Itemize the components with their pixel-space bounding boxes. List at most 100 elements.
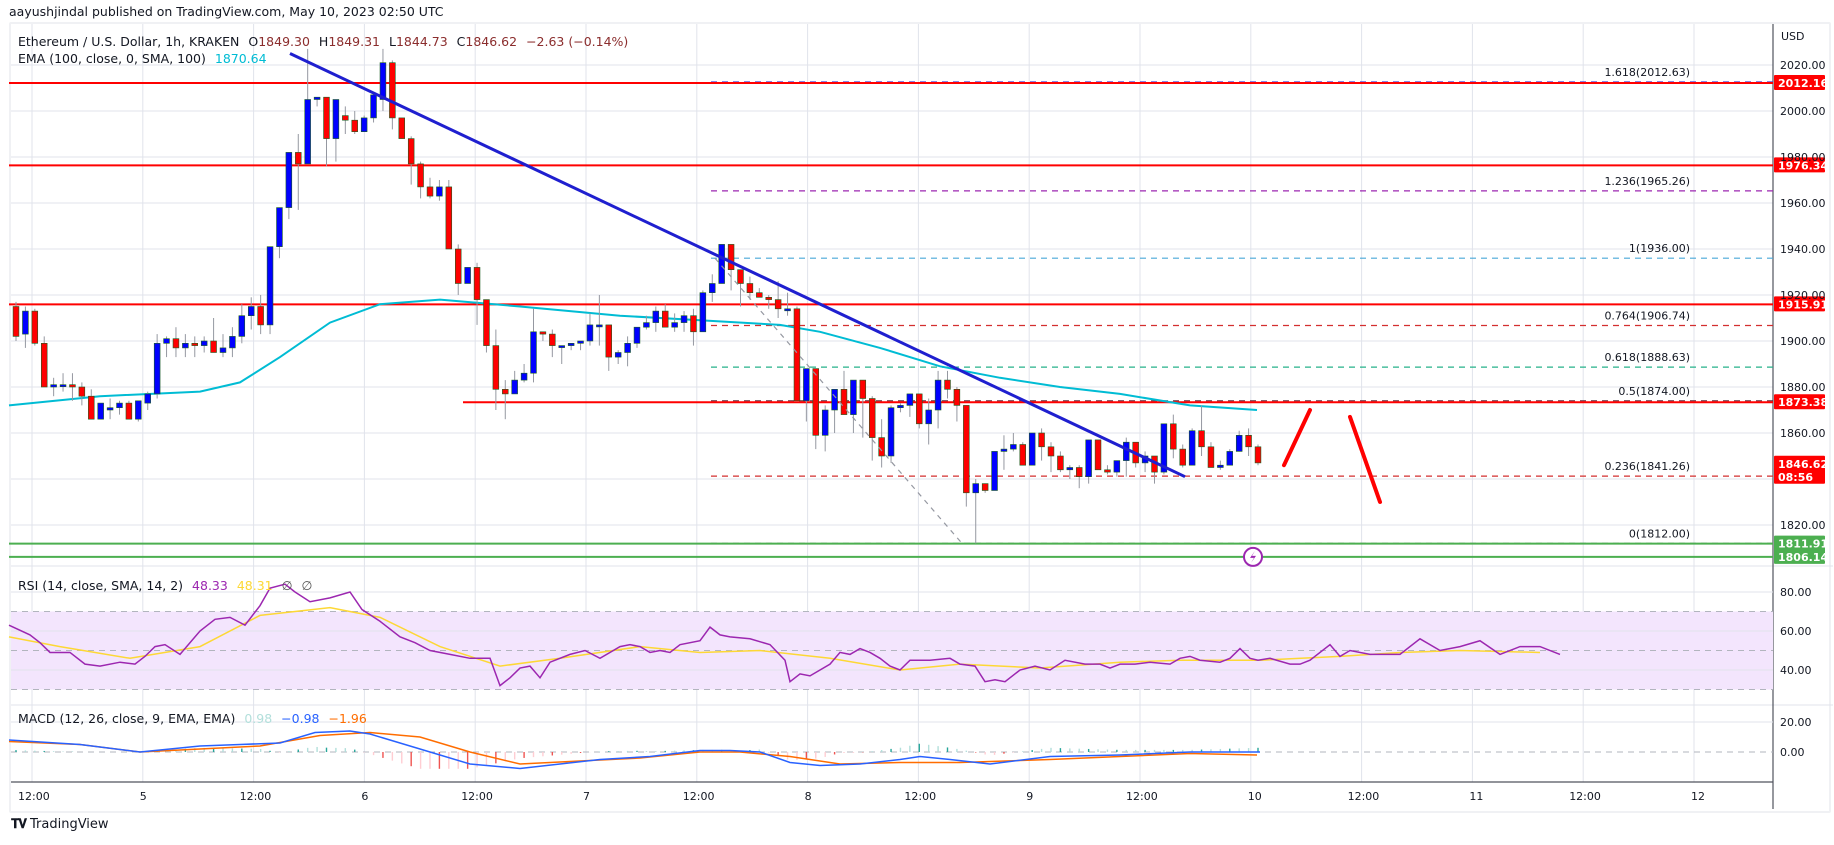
time-axis-tick: 12:00	[1569, 790, 1601, 803]
fib-level-label: 1.618(2012.63)	[1604, 66, 1690, 79]
candle-up	[586, 324, 594, 342]
time-axis-tick: 6	[361, 790, 368, 803]
time-axis-tick: 7	[583, 790, 590, 803]
rsi-name: RSI (14, close, SMA, 14, 2)	[18, 578, 184, 593]
candle-down	[737, 269, 744, 284]
candle-up	[596, 324, 603, 328]
candle-up	[887, 407, 895, 457]
candle-down	[746, 283, 754, 293]
candle-up	[1028, 432, 1036, 466]
rsi-axis-tick: 40.00	[1780, 664, 1812, 677]
tradingview-logo-icon: 𝐓𝐕	[11, 817, 27, 832]
fib-level-label: 0.5(1874.00)	[1618, 385, 1690, 398]
candle-up	[97, 402, 104, 420]
candle-up	[567, 342, 575, 346]
candle-up	[718, 244, 725, 284]
candle-up	[972, 483, 979, 494]
candle-up	[558, 345, 565, 348]
candle-down	[605, 324, 612, 358]
candle-up	[821, 409, 829, 436]
fib-level-label: 0(1812.00)	[1629, 527, 1690, 540]
candle-up	[1235, 434, 1243, 452]
candle-down	[295, 152, 302, 165]
candle-up	[530, 331, 537, 374]
candle-up	[436, 186, 443, 197]
candle-down	[1179, 448, 1186, 466]
price-tag	[1774, 157, 1825, 173]
price-tag	[1774, 394, 1825, 410]
candle-down	[426, 186, 434, 197]
candle-up	[680, 315, 688, 323]
candle-down	[1076, 467, 1083, 477]
candle-down	[125, 402, 133, 420]
price-axis-tick: 1860.00	[1780, 427, 1826, 440]
candle-down	[389, 62, 396, 119]
candle-up	[934, 379, 942, 411]
candle-up	[577, 340, 584, 344]
fib-level-label: 0.236(1841.26)	[1604, 460, 1690, 473]
candle-down	[944, 379, 951, 390]
candle-down	[1094, 439, 1102, 471]
change-value: −2.63 (−0.14%)	[526, 34, 629, 49]
macd-axis-tick: 0.00	[1780, 746, 1805, 759]
projection-down-arrow[interactable]	[1348, 414, 1382, 504]
candle-up	[643, 322, 650, 328]
price-axis-tick: 1880.00	[1780, 381, 1826, 394]
symbol-name: Ethereum / U.S. Dollar, 1h, KRAKEN	[18, 34, 240, 49]
fib-level-label: 1(1936.00)	[1629, 242, 1690, 255]
time-axis-tick: 12:00	[1126, 790, 1158, 803]
candle-down	[41, 342, 48, 388]
candle-up	[116, 402, 123, 409]
candle-up	[1085, 439, 1092, 477]
candle-down	[1198, 430, 1205, 448]
price-tag-text: 1811.91	[1778, 538, 1828, 551]
candle-up	[1066, 467, 1074, 471]
fib-level-label: 0.764(1906.74)	[1604, 309, 1690, 322]
rsi-value: 48.33	[192, 578, 228, 593]
candle-down	[1207, 446, 1215, 468]
candle-up	[1113, 460, 1121, 473]
candle-down	[172, 338, 180, 349]
lightning-glyph	[1250, 550, 1256, 563]
fib-anchor-line[interactable]	[714, 257, 963, 544]
projection-up-arrow[interactable]	[1282, 408, 1312, 468]
candle-down	[1170, 423, 1177, 450]
symbol-legend: Ethereum / U.S. Dollar, 1h, KRAKEN O1849…	[18, 34, 633, 49]
trendline[interactable]	[289, 52, 1186, 479]
candle-up	[313, 96, 321, 100]
ema-legend: EMA (100, close, 0, SMA, 100) 1870.64	[18, 51, 272, 66]
time-axis-tick: 12:00	[904, 790, 936, 803]
candle-down	[765, 296, 772, 300]
candle-down	[492, 345, 500, 390]
candle-up	[229, 336, 236, 349]
price-tag-text: 1846.62	[1778, 458, 1828, 471]
candle-up	[59, 384, 67, 388]
rsi-line	[8, 583, 1561, 687]
price-axis-tick: 1940.00	[1780, 243, 1826, 256]
high-label: H	[318, 34, 329, 49]
price-axis-area[interactable]	[1773, 24, 1825, 809]
price-axis-tick: 1980.00	[1780, 151, 1826, 164]
rsi-axis-tick: 60.00	[1780, 625, 1812, 638]
candle-up	[633, 326, 641, 344]
ema-value: 1870.64	[214, 51, 267, 66]
rsi-ma-value: 48.31	[236, 578, 273, 593]
tradingview-wordmark: TradingView	[30, 817, 109, 832]
candle-down	[953, 388, 961, 406]
tradingview-logo[interactable]: 𝐓𝐕 TradingView	[11, 817, 109, 832]
candle-up	[991, 451, 998, 491]
candle-up	[106, 407, 114, 411]
candle-up	[379, 62, 387, 100]
fib-level-label: 0.618(1888.63)	[1604, 351, 1690, 364]
candle-down	[690, 315, 697, 333]
candle-down	[840, 388, 848, 415]
rsi-extra-1: ∅	[281, 578, 293, 593]
close-value: 1846.62	[465, 34, 518, 49]
candle-up	[614, 352, 622, 358]
candle-up	[200, 340, 208, 346]
time-axis-tick: 12:00	[18, 790, 50, 803]
candle-down	[323, 96, 330, 139]
ema-name: EMA (100, close, 0, SMA, 100)	[18, 51, 206, 66]
time-axis-tick: 8	[805, 790, 812, 803]
